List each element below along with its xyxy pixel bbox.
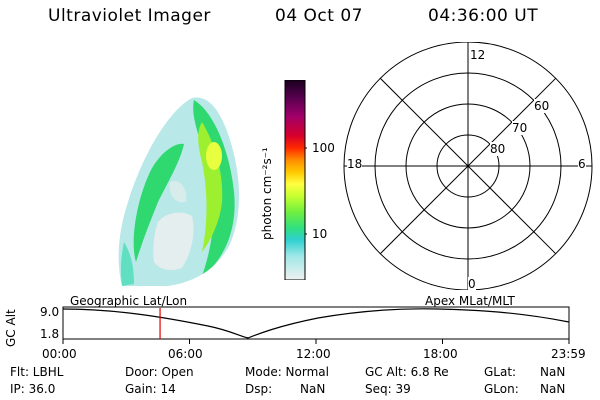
date-label: 04 Oct 07 [275,6,363,26]
colorbar [284,80,307,280]
colorbar-tick-100: 100 [312,141,335,155]
mlt-label-6: 6 [578,157,586,171]
glat-label: GLat: [484,365,517,379]
glon-value: NaN [540,382,566,396]
mode-status: Mode: Normal [245,365,329,379]
timeline-x-ticks [62,339,570,344]
timeline-right-caption: Apex MLat/MLT [425,294,515,308]
dsp-value: NaN [300,382,326,396]
timeline-y-tick-min: 1.8 [40,327,60,341]
lat-label-60: 60 [534,99,550,113]
timeline-x-tick-2: 12:00 [296,347,331,361]
colorbar-tick-10: 10 [312,227,328,241]
glon-label: GLon: [484,382,519,396]
timeline-x-tick-3: 18:00 [423,347,458,361]
colorbar-unit-label: photon cm⁻²s⁻¹ [260,147,274,240]
instrument-title: Ultraviolet Imager [48,6,211,26]
gain-status: Gain: 14 [125,382,176,396]
timeline-x-tick-1: 06:00 [168,347,203,361]
door-status: Door: Open [125,365,194,379]
timeline-y-label: GC Alt [4,309,18,347]
grid-line-diag-2 [379,77,557,255]
auroral-image [118,97,239,287]
gc-alt-status: GC Alt: 6.8 Re [365,365,449,379]
mlt-label-18: 18 [347,157,363,171]
timeline-plot [62,306,570,344]
mlt-label-0: 0 [468,277,476,291]
lat-label-70: 70 [512,121,528,135]
polar-grid [343,42,593,290]
glat-value: NaN [540,365,566,379]
time-label: 04:36:00 UT [428,6,539,26]
orbit-altitude-curve [62,308,570,339]
timeline-y-tick-max: 9.0 [40,305,60,319]
ip-status: IP: 36.0 [10,382,56,396]
seq-status: Seq: 39 [365,382,411,396]
dsp-label: Dsp: [245,382,273,396]
timeline-x-tick-0: 00:00 [42,347,77,361]
filter-status: Flt: LBHL [10,365,64,379]
timeline-left-caption: Geographic Lat/Lon [70,294,188,308]
mlt-label-12: 12 [470,48,486,62]
lat-label-80: 80 [490,142,506,156]
timeline-x-tick-4: 23:59 [551,347,586,361]
